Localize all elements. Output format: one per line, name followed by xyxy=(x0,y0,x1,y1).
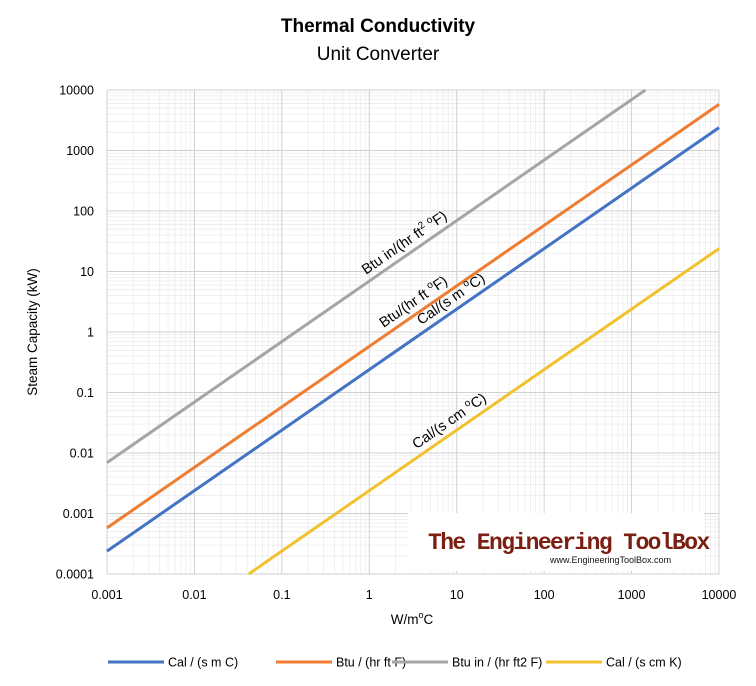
chart-subtitle: Unit Converter xyxy=(317,44,440,65)
x-tick-label: 10000 xyxy=(702,588,737,602)
watermark-url: www.EngineeringToolBox.com xyxy=(549,555,671,565)
series-lines xyxy=(106,88,720,576)
major-gridlines xyxy=(106,89,720,575)
y-tick-label: 10 xyxy=(80,265,94,279)
x-tick-label: 0.1 xyxy=(273,588,290,602)
x-tick-label: 0.001 xyxy=(91,588,122,602)
chart-legend: Cal / (s m C) Btu / (hr ft F) Btu in / (hr… xyxy=(108,656,682,670)
x-tick-label: 1000 xyxy=(618,588,646,602)
watermark-title: The Engineering ToolBox xyxy=(428,530,710,556)
series-line-4 xyxy=(247,247,720,576)
engineering-toolbox-watermark: The Engineering ToolBox www.EngineeringT… xyxy=(408,513,712,571)
y-tick-label: 10000 xyxy=(59,84,94,98)
y-tick-label: 1 xyxy=(87,326,94,340)
y-tick-label: 0.001 xyxy=(63,507,94,521)
series-line-3 xyxy=(106,88,647,464)
series-line-2 xyxy=(106,103,720,530)
chart-title: Thermal Conductivity xyxy=(281,16,476,37)
y-tick-label: 1000 xyxy=(66,144,94,158)
x-axis-label: W/moC xyxy=(391,610,434,627)
y-tick-label: 0.0001 xyxy=(56,568,94,582)
x-tick-label: 1 xyxy=(366,588,373,602)
y-tick-label: 100 xyxy=(73,205,94,219)
y-tick-label: 0.01 xyxy=(70,447,94,461)
y-tick-label: 0.1 xyxy=(77,386,94,400)
x-tick-label: 100 xyxy=(534,588,555,602)
legend-label-3: Btu in / (hr ft2 F) xyxy=(452,656,542,670)
x-tick-label: 10 xyxy=(450,588,464,602)
watermark-background xyxy=(408,513,704,571)
y-axis-label: Steam Capacity (kW) xyxy=(25,268,40,396)
axis-tick-labels: 0.001 0.01 0.1 1 10 100 1000 10000 0.0001 0.001 0.… xyxy=(56,84,737,603)
legend-label-4: Cal / (s cm K) xyxy=(606,656,682,670)
legend-label-2: Btu / (hr ft F) xyxy=(336,656,406,670)
series-line-1 xyxy=(106,126,720,553)
legend-label-1: Cal / (s m C) xyxy=(168,656,238,670)
x-tick-label: 0.01 xyxy=(182,588,206,602)
